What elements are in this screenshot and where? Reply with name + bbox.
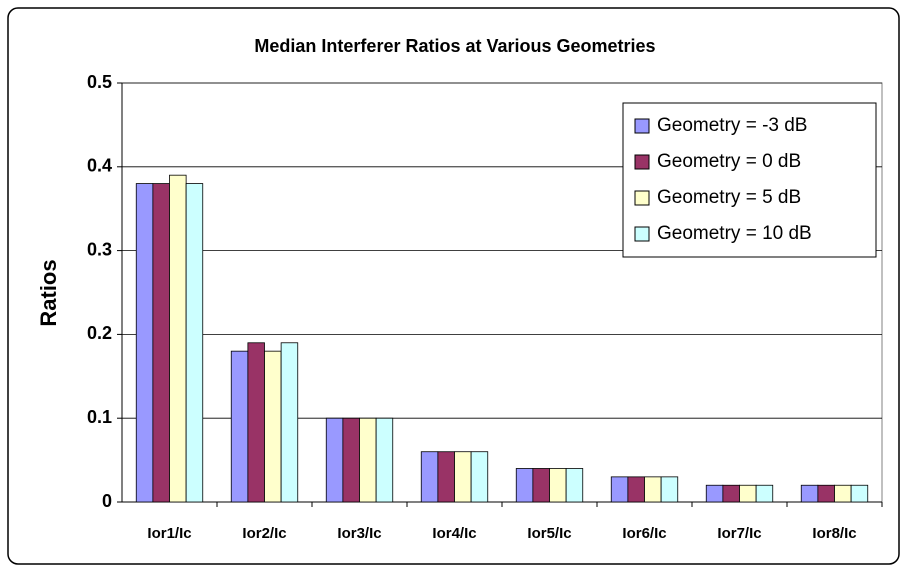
bar — [549, 468, 567, 503]
y-tick-label: 0.5 — [87, 72, 112, 92]
legend-label: Geometry = 10 dB — [657, 223, 812, 244]
bar — [644, 476, 662, 503]
bar — [817, 484, 835, 503]
bar — [834, 484, 852, 503]
x-tick-label: Ior7/Ic — [717, 525, 761, 542]
bar — [739, 484, 757, 503]
legend-label: Geometry = 0 dB — [657, 151, 801, 172]
bar — [420, 451, 439, 503]
bar — [610, 476, 629, 503]
bar — [532, 468, 550, 503]
bar — [169, 174, 187, 503]
legend: Geometry = -3 dB Geometry = 0 dB Geometry … — [622, 102, 877, 258]
bar — [280, 342, 299, 503]
bar — [755, 484, 774, 503]
bar — [230, 350, 249, 503]
bar — [660, 476, 679, 503]
legend-label: Geometry = -3 dB — [657, 115, 807, 136]
bar — [375, 417, 394, 503]
y-tick-label: 0.4 — [87, 156, 112, 176]
x-tick-label: Ior4/Ic — [432, 525, 476, 542]
x-tick-label: Ior8/Ic — [812, 525, 856, 542]
bar — [437, 451, 455, 503]
legend-swatch — [634, 190, 650, 206]
chart-title: Median Interferer Ratios at Various Geom… — [254, 36, 655, 56]
bar — [565, 468, 584, 503]
y-axis-label: Ratios — [36, 259, 61, 326]
bar — [247, 342, 265, 503]
bar — [515, 468, 534, 503]
bar — [722, 484, 740, 503]
x-tick-label: Ior6/Ic — [622, 525, 666, 542]
bar — [800, 484, 819, 503]
bar — [264, 350, 282, 503]
bar — [850, 484, 869, 503]
bar — [135, 183, 154, 503]
bar — [152, 183, 170, 503]
bar — [185, 183, 204, 503]
legend-swatch — [634, 154, 650, 170]
x-tick-label: Ior3/Ic — [337, 525, 381, 542]
legend-label: Geometry = 5 dB — [657, 187, 801, 208]
bar — [325, 417, 344, 503]
bar — [342, 417, 360, 503]
bar — [454, 451, 472, 503]
x-tick-label: Ior1/Ic — [147, 525, 191, 542]
legend-swatch — [634, 118, 650, 134]
y-tick-label: 0.3 — [87, 239, 112, 259]
bar — [470, 451, 489, 503]
y-tick-label: 0.1 — [87, 407, 112, 427]
x-tick-label: Ior5/Ic — [527, 525, 571, 542]
y-tick-label: 0 — [102, 491, 112, 511]
bar — [705, 484, 724, 503]
legend-box — [622, 102, 877, 258]
bar — [359, 417, 377, 503]
x-tick-label: Ior2/Ic — [242, 525, 286, 542]
y-tick-label: 0.2 — [87, 323, 112, 343]
bar — [627, 476, 645, 503]
legend-swatch — [634, 226, 650, 242]
